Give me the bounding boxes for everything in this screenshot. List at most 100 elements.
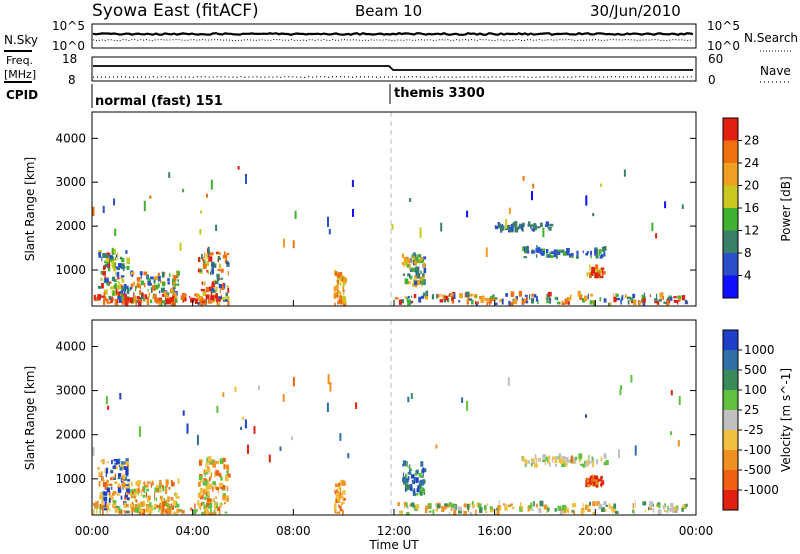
- data-cell: [542, 227, 545, 238]
- data-cell: [570, 455, 573, 463]
- data-cell: [591, 483, 594, 486]
- data-cell: [498, 500, 500, 506]
- data-cell: [210, 179, 213, 190]
- data-cell: [417, 254, 421, 258]
- data-cell: [496, 510, 500, 515]
- data-cell: [222, 283, 224, 287]
- data-cell: [136, 277, 141, 282]
- data-cell: [531, 224, 536, 227]
- data-cell: [103, 496, 108, 502]
- data-cell: [339, 505, 342, 512]
- data-cell: [104, 263, 109, 267]
- data-cell: [422, 279, 425, 285]
- data-cell: [466, 210, 469, 218]
- data-cell: [643, 292, 646, 299]
- data-cell: [196, 434, 199, 446]
- data-cell: [352, 209, 354, 217]
- data-cell: [103, 297, 106, 301]
- data-cell: [471, 299, 474, 305]
- data-cell: [601, 269, 604, 275]
- data-cell: [518, 290, 522, 297]
- data-cell: [572, 457, 575, 462]
- data-cell: [631, 509, 634, 513]
- data-cell: [534, 454, 537, 460]
- x-tick-label: 04:00: [175, 524, 210, 538]
- data-cell: [177, 279, 179, 282]
- data-cell: [110, 298, 113, 304]
- data-cell: [94, 503, 98, 509]
- data-cell: [146, 505, 149, 510]
- data-cell: [453, 293, 456, 299]
- data-cell: [149, 299, 153, 304]
- data-cell: [548, 297, 552, 304]
- data-cell: [213, 279, 216, 284]
- data-cell: [226, 470, 229, 474]
- data-cell: [207, 250, 211, 256]
- data-cell: [521, 224, 523, 231]
- data-cell: [129, 297, 133, 304]
- data-cell: [654, 298, 658, 301]
- data-cell: [592, 213, 595, 217]
- data-cell: [146, 301, 149, 304]
- data-cell: [589, 475, 592, 479]
- data-cell: [589, 300, 593, 305]
- data-cell: [508, 229, 511, 233]
- colorbar-tick-label: 4: [744, 269, 752, 283]
- data-cell: [407, 299, 411, 306]
- data-cell: [436, 293, 438, 299]
- data-cell: [125, 474, 129, 477]
- colorbar-segment: [723, 490, 738, 510]
- data-cell: [159, 502, 162, 507]
- data-cell: [557, 505, 562, 511]
- data-cell: [114, 256, 116, 260]
- data-cell: [116, 271, 120, 278]
- data-cell: [158, 279, 160, 282]
- data-cell: [204, 496, 207, 500]
- data-cell: [410, 502, 414, 507]
- data-cell: [411, 268, 415, 272]
- data-cell: [649, 507, 653, 510]
- data-cell: [199, 460, 202, 466]
- data-cell: [440, 293, 442, 297]
- data-cell: [518, 225, 522, 229]
- data-cell: [544, 459, 546, 466]
- data-cell: [106, 487, 110, 493]
- data-cell: [546, 301, 551, 304]
- data-cell: [582, 250, 584, 254]
- data-cell: [329, 382, 332, 392]
- data-cell: [561, 455, 566, 460]
- data-cell: [193, 298, 196, 301]
- data-cell: [509, 227, 514, 230]
- data-cell: [113, 267, 116, 272]
- data-cell: [116, 493, 121, 496]
- data-cell: [524, 246, 528, 252]
- data-cell: [139, 501, 144, 507]
- nsky-label: N.Sky: [4, 33, 38, 47]
- nave-label: Nave: [760, 64, 791, 78]
- data-cell: [215, 224, 218, 231]
- data-cell: [530, 462, 533, 467]
- nsky-tick-top-left: 10^5: [52, 19, 85, 33]
- data-cell: [602, 271, 606, 275]
- data-cell: [406, 297, 408, 302]
- data-cell: [338, 291, 341, 294]
- data-cell: [530, 502, 533, 508]
- data-cell: [343, 283, 345, 288]
- data-cell: [204, 479, 208, 486]
- data-cell: [413, 260, 415, 264]
- data-cell: [213, 497, 215, 502]
- data-cell: [173, 292, 177, 297]
- data-cell: [131, 481, 133, 487]
- cpid-strip: CPID normal (fast) 151 themis 3300: [6, 84, 485, 109]
- data-cell: [407, 273, 410, 277]
- data-cell: [153, 507, 156, 510]
- data-cell: [594, 272, 599, 279]
- data-cell: [338, 272, 343, 276]
- data-cell: [212, 512, 217, 515]
- data-cell: [595, 249, 599, 254]
- data-cell: [419, 227, 422, 238]
- data-cell: [525, 462, 527, 467]
- data-cell: [125, 285, 129, 290]
- data-cell: [226, 498, 229, 503]
- data-cell: [428, 510, 432, 513]
